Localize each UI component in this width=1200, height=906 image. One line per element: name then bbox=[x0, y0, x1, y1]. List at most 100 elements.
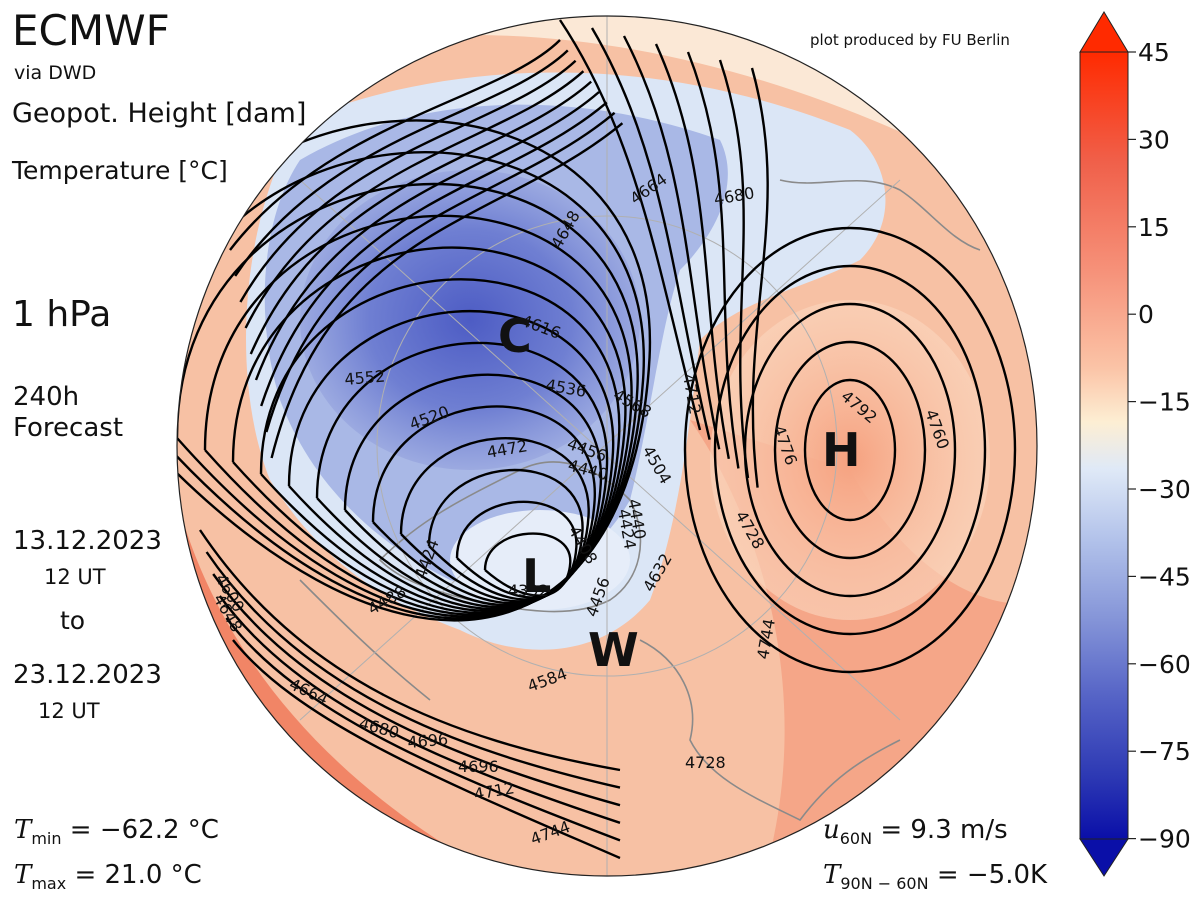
contour-line bbox=[803, 378, 897, 522]
contour-line bbox=[371, 405, 596, 605]
contour-line bbox=[743, 302, 957, 598]
contour-line bbox=[244, 70, 585, 329]
contour-line bbox=[315, 341, 609, 609]
low-center-area bbox=[450, 510, 630, 610]
pressure-markers: C LW H bbox=[498, 309, 861, 677]
contour-line bbox=[427, 468, 584, 601]
colorbar-top-arrow bbox=[1079, 11, 1129, 53]
contour-line bbox=[483, 532, 572, 597]
graticule bbox=[299, 16, 901, 876]
colorbar: 45 30 15 0 −15 −30 −45 −60 −75 −90 bbox=[1079, 11, 1191, 877]
model-title: ECMWF bbox=[12, 6, 170, 55]
colorbar-tick-label: −45 bbox=[1138, 562, 1191, 591]
contour-label: 4696 bbox=[458, 757, 499, 776]
coastline-americas bbox=[299, 579, 431, 701]
contour-line bbox=[259, 278, 621, 613]
contour-line bbox=[225, 617, 621, 842]
colorbar-tick-label: 45 bbox=[1138, 38, 1170, 67]
contour-line bbox=[205, 551, 621, 789]
contour-label: 4728 bbox=[685, 753, 726, 772]
contour-line bbox=[199, 529, 621, 772]
warm-high-area bbox=[710, 300, 990, 620]
contour-line bbox=[239, 59, 577, 303]
u60-value: = 9.3 m/s bbox=[880, 815, 1008, 845]
contour-line bbox=[773, 340, 927, 560]
tmax-stat: Tmax = 21.0 °C bbox=[14, 860, 202, 894]
contour-line bbox=[177, 151, 645, 620]
colorbar-tick-label: 0 bbox=[1138, 300, 1154, 329]
contour-line bbox=[750, 67, 769, 488]
contour-line bbox=[249, 80, 592, 355]
contour-line bbox=[229, 39, 561, 251]
plot-credit: plot produced by FU Berlin bbox=[810, 31, 1010, 49]
contour-line bbox=[260, 101, 608, 407]
colorbar-tick-label: −15 bbox=[1138, 388, 1191, 417]
contour-line bbox=[590, 27, 711, 440]
data-source: via DWD bbox=[14, 62, 97, 84]
forecast-hours: 240h bbox=[13, 382, 80, 412]
contour-line bbox=[683, 226, 1017, 674]
contour-line bbox=[654, 43, 730, 460]
contour-line bbox=[713, 264, 987, 636]
contour-line bbox=[203, 214, 633, 616]
u60-label: 60N bbox=[839, 829, 873, 849]
colorbar-tick-label: −90 bbox=[1138, 825, 1191, 854]
contour-line bbox=[231, 246, 627, 614]
colorbar-tick-label: 15 bbox=[1138, 213, 1170, 242]
coastline-asia bbox=[779, 179, 981, 251]
contour-line bbox=[622, 35, 721, 450]
tmax-label: max bbox=[31, 874, 67, 894]
contour-line bbox=[265, 111, 616, 433]
marker-w: W bbox=[588, 623, 639, 677]
start-date: 13.12.2023 bbox=[13, 526, 162, 556]
colorbar-tick-label: −60 bbox=[1138, 650, 1191, 679]
colorbar-tick-label: 30 bbox=[1138, 125, 1170, 154]
contour-line bbox=[559, 19, 702, 431]
start-time: 12 UT bbox=[44, 565, 106, 589]
end-time: 12 UT bbox=[38, 699, 100, 723]
tmin-label: min bbox=[31, 829, 62, 849]
contour-line bbox=[234, 49, 569, 277]
contour-line bbox=[270, 122, 624, 459]
contour-label: 4696 bbox=[407, 730, 449, 752]
marker-c: C bbox=[498, 309, 532, 363]
contour-line bbox=[177, 183, 639, 618]
contour-line bbox=[218, 595, 621, 824]
tmax-value: = 21.0 °C bbox=[74, 860, 202, 890]
marker-h: H bbox=[822, 423, 861, 477]
contour-label: 4392 bbox=[508, 581, 549, 600]
map-boundary bbox=[176, 15, 1038, 877]
end-date: 23.12.2023 bbox=[13, 660, 162, 690]
tmin-value: = −62.2 °C bbox=[69, 815, 219, 845]
contour-line bbox=[399, 437, 590, 603]
contour-line bbox=[455, 500, 578, 599]
colorbar-tick-label: −75 bbox=[1138, 737, 1191, 766]
colorbar-tick-label: −30 bbox=[1138, 475, 1191, 504]
contour-label: 4552 bbox=[344, 367, 386, 389]
dt-stat: T90N − 60N = −5.0K bbox=[823, 860, 1048, 894]
pressure-level: 1 hPa bbox=[12, 294, 112, 335]
marker-l: L bbox=[522, 549, 551, 603]
height-contours bbox=[177, 19, 1017, 860]
contour-line bbox=[287, 309, 615, 611]
contour-line bbox=[212, 573, 621, 807]
to-label: to bbox=[60, 606, 86, 635]
contour-line bbox=[718, 59, 750, 479]
tmin-stat: Tmin = −62.2 °C bbox=[14, 815, 219, 849]
variable-temperature: Temperature [°C] bbox=[12, 156, 228, 185]
colorbar-bottom-arrow bbox=[1079, 838, 1129, 877]
forecast-label: Forecast bbox=[13, 413, 124, 443]
variable-geopotential: Geopot. Height [dam] bbox=[12, 98, 307, 129]
dt-value: = −5.0K bbox=[936, 860, 1048, 890]
contour-line bbox=[686, 51, 740, 469]
u60-stat: u60N = 9.3 m/s bbox=[823, 815, 1008, 849]
meridian-line bbox=[299, 179, 901, 721]
colorbar-ticks: 45 30 15 0 −15 −30 −45 −60 −75 −90 bbox=[1128, 38, 1191, 854]
dt-label: 90N − 60N bbox=[840, 874, 929, 894]
contour-line bbox=[254, 91, 600, 381]
contour-line bbox=[232, 639, 621, 860]
contour-line bbox=[343, 373, 602, 607]
coastline-europe bbox=[639, 639, 901, 822]
colorbar-scale bbox=[1079, 51, 1129, 840]
